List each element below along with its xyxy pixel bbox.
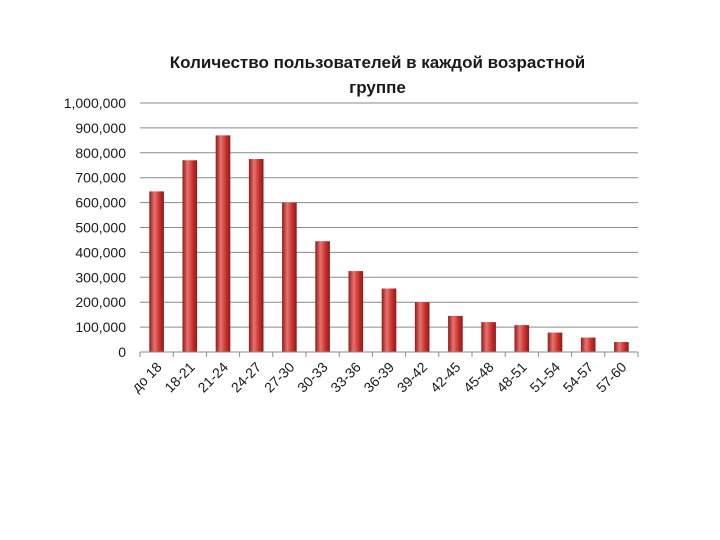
bar	[414, 302, 430, 352]
bar	[614, 342, 629, 352]
bar	[448, 315, 463, 352]
y-tick-label: 800,000	[75, 145, 126, 161]
bar	[381, 288, 397, 352]
chart-title: Количество пользователей в каждой возрас…	[169, 53, 586, 97]
x-tick-label: 57-60	[593, 359, 630, 396]
bar	[182, 160, 198, 352]
y-tick-label: 700,000	[75, 170, 126, 186]
bar	[248, 159, 264, 352]
bar	[514, 325, 530, 352]
y-tick-label: 600,000	[75, 195, 126, 211]
y-tick-label: 100,000	[75, 319, 126, 335]
x-tick-label: 54-57	[560, 359, 597, 396]
y-tick-label: 300,000	[75, 269, 126, 285]
y-tick-label: 500,000	[75, 220, 126, 236]
x-tick-label: 39-42	[394, 359, 431, 396]
bar	[315, 241, 330, 352]
y-tick-label: 900,000	[75, 120, 126, 136]
x-tick-label: 45-48	[460, 359, 497, 396]
x-tick-label: до 18	[128, 359, 165, 396]
bar	[348, 271, 364, 352]
x-tick-label: 24-27	[228, 359, 265, 396]
x-axis-tick-labels: до 1818-2121-2424-2727-3030-3333-3636-39…	[128, 359, 629, 396]
x-tick-label: 18-21	[161, 359, 198, 396]
bar	[547, 332, 563, 352]
bar	[481, 322, 496, 352]
bar	[282, 202, 297, 352]
x-axis	[139, 351, 639, 357]
x-tick-label: 48-51	[493, 359, 530, 396]
y-tick-label: 0	[118, 344, 126, 360]
y-tick-label: 200,000	[75, 294, 126, 310]
bars	[149, 135, 629, 352]
x-tick-label: 42-45	[427, 359, 464, 396]
x-tick-label: 51-54	[526, 359, 563, 396]
x-tick-label: 36-39	[360, 359, 397, 396]
y-axis-tick-labels: 0 100,000 200,000 300,000 400,000 500,000 600,…	[64, 95, 127, 360]
bar	[580, 337, 596, 352]
y-tick-label: 1,000,000	[64, 95, 126, 111]
bar	[215, 135, 231, 352]
x-tick-label: 33-36	[327, 359, 364, 396]
y-tick-label: 400,000	[75, 244, 126, 260]
bar	[149, 191, 164, 352]
x-tick-label: 27-30	[261, 359, 298, 396]
x-tick-label: 30-33	[294, 359, 331, 396]
x-tick-label: 21-24	[194, 359, 231, 396]
